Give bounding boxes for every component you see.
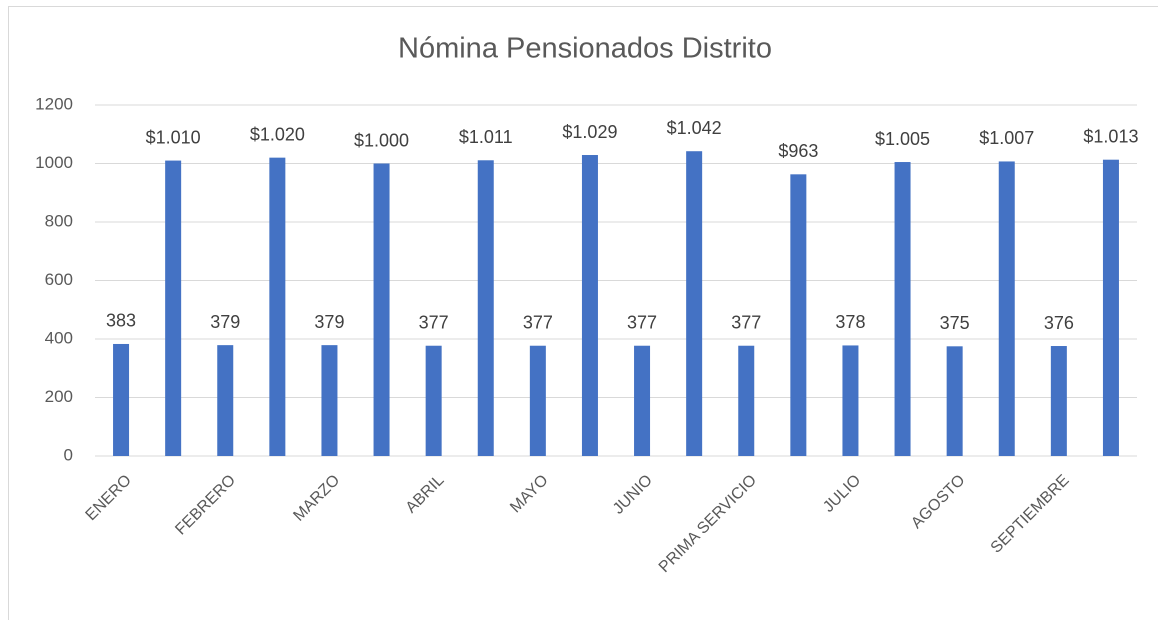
x-tick-label: MAYO	[507, 472, 552, 517]
y-tick-label: 600	[45, 270, 73, 289]
bar	[165, 160, 182, 456]
y-tick-label: 800	[45, 211, 73, 230]
x-tick-label: AGOSTO	[908, 472, 968, 532]
data-label: $1.005	[875, 129, 930, 149]
data-label: 378	[835, 312, 865, 332]
chart-title: Nómina Pensionados Distrito	[398, 33, 772, 65]
bar	[269, 157, 286, 456]
y-tick-label: 400	[45, 328, 73, 347]
bar	[790, 174, 807, 456]
data-label: 375	[940, 313, 970, 333]
x-tick-label: PRIMA SERVICIO	[656, 472, 760, 576]
y-tick-label: 200	[45, 387, 73, 406]
data-label: $1.011	[459, 127, 513, 147]
x-tick-label: ABRIL	[403, 472, 448, 517]
data-label: 377	[419, 312, 449, 332]
bar	[529, 345, 546, 456]
bar	[946, 346, 963, 456]
data-label: $1.042	[667, 118, 722, 138]
bar	[425, 345, 442, 456]
x-tick-label: JULIO	[820, 472, 864, 516]
y-tick-label: 0	[64, 445, 73, 464]
bar	[217, 345, 234, 456]
x-tick-label: JUNIO	[610, 472, 656, 518]
data-label: $1.007	[979, 128, 1034, 148]
data-label: 376	[1044, 313, 1074, 333]
data-label: 379	[314, 312, 344, 332]
bar	[842, 345, 859, 456]
data-label: $963	[778, 141, 818, 161]
x-tick-label: FEBRERO	[172, 472, 239, 539]
data-label: $1.010	[146, 127, 201, 147]
bar	[738, 345, 755, 456]
data-label: $1.013	[1083, 126, 1138, 146]
data-label: $1.020	[250, 124, 305, 144]
bar	[1050, 346, 1067, 456]
x-tick-label: SEPTIEMBRE	[988, 472, 1073, 557]
bar	[634, 345, 651, 456]
data-label: 379	[210, 312, 240, 332]
data-label: $1.029	[562, 122, 617, 142]
bar	[998, 161, 1015, 456]
bar	[321, 345, 338, 456]
x-tick-label: ENERO	[83, 472, 135, 524]
y-tick-label: 1200	[35, 94, 73, 113]
data-label: 377	[731, 312, 761, 332]
data-label: $1.000	[354, 130, 409, 150]
data-label: 377	[523, 312, 553, 332]
bar	[113, 343, 130, 456]
bar	[477, 160, 494, 456]
x-tick-label: MARZO	[290, 472, 343, 525]
chart-frame	[8, 6, 1158, 620]
data-label: 377	[627, 312, 657, 332]
bar	[894, 162, 911, 456]
bar	[373, 163, 390, 456]
bar	[581, 155, 598, 456]
y-tick-label: 1000	[35, 153, 73, 172]
bar	[686, 151, 703, 456]
data-label: 383	[106, 311, 136, 331]
bar	[1102, 159, 1119, 456]
